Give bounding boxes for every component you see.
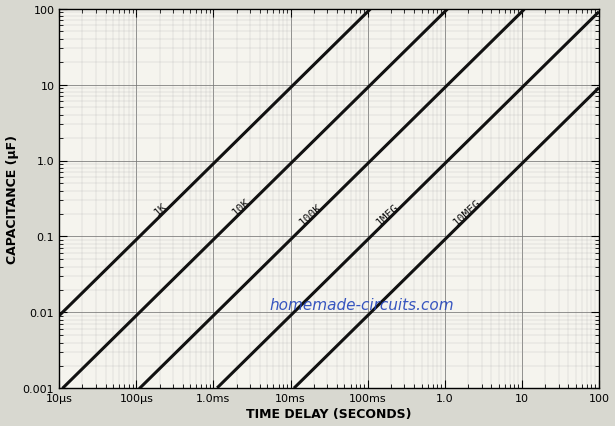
Text: 100K: 100K — [298, 201, 324, 227]
Y-axis label: CAPACITANCE (μF): CAPACITANCE (μF) — [6, 135, 18, 263]
X-axis label: TIME DELAY (SECONDS): TIME DELAY (SECONDS) — [247, 408, 412, 420]
Text: 1K: 1K — [153, 201, 170, 217]
Text: homemade-circuits.com: homemade-circuits.com — [269, 298, 454, 313]
Text: 10K: 10K — [230, 196, 252, 217]
Text: 1MEG: 1MEG — [375, 201, 401, 227]
Text: 10MEG: 10MEG — [451, 197, 483, 227]
